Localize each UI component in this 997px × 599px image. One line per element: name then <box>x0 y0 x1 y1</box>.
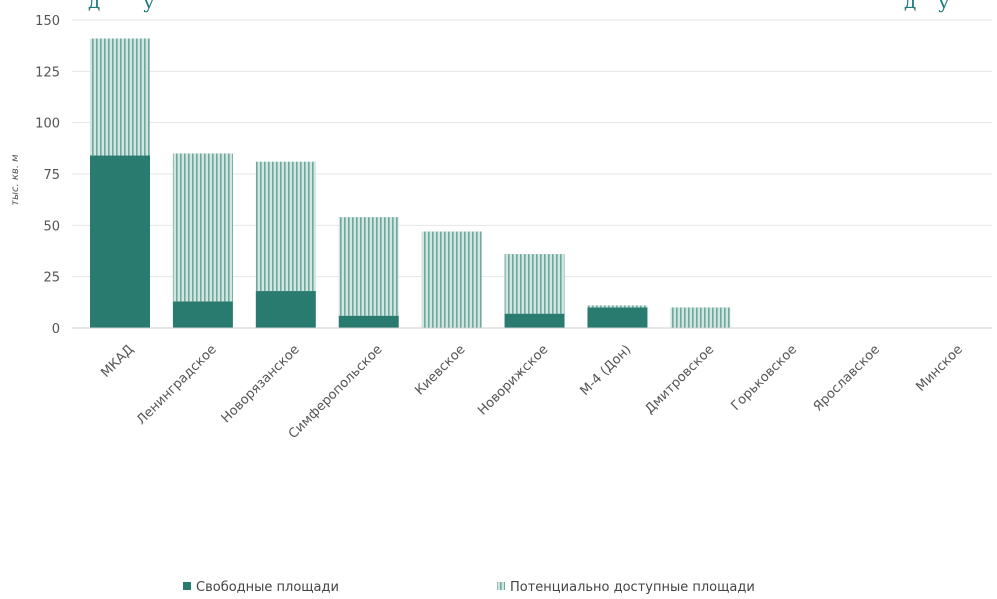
legend-item-free: Свободные площади <box>183 580 339 595</box>
x-tick-label: М-4 (Дон) <box>578 342 635 399</box>
y-tick-label: 50 <box>43 219 60 234</box>
legend-label-free: Свободные площади <box>196 580 339 595</box>
bar-potential-3 <box>338 217 399 316</box>
bar-potential-6 <box>587 305 648 308</box>
x-tick-label: Минское <box>914 342 966 394</box>
y-tick-label: 75 <box>43 168 60 183</box>
legend-swatch-potential <box>497 582 505 590</box>
y-tick-label: 25 <box>43 271 60 286</box>
x-tick-label: МКАД <box>98 342 137 381</box>
y-axis-label: тыс. кв. м <box>10 154 21 206</box>
title-fragment-right-a: д <box>904 0 916 13</box>
y-tick-label: 125 <box>35 65 60 80</box>
y-tick-label: 100 <box>35 117 60 132</box>
x-tick-label: Ярославское <box>811 342 883 414</box>
bar-potential-5 <box>504 254 565 314</box>
y-tick-label: 0 <box>52 322 60 337</box>
title-fragment-right-b: у <box>938 0 950 13</box>
bar-free-6 <box>587 307 648 328</box>
bar-free-0 <box>90 155 150 328</box>
bar-potential-7 <box>670 307 731 328</box>
legend-item-potential: Потенциально доступные площади <box>497 580 755 595</box>
bar-potential-2 <box>255 161 316 292</box>
bar-potential-0 <box>90 38 150 156</box>
legend-swatch-free <box>183 582 191 590</box>
y-axis: 0 25 50 75 100 125 150 <box>35 14 60 337</box>
x-tick-label: Горьковское <box>729 342 801 414</box>
bar-potential-1 <box>172 153 233 302</box>
x-tick-label: Новорижское <box>475 342 551 418</box>
bar-free-5 <box>504 313 565 328</box>
legend-label-potential: Потенциально доступные площади <box>510 580 755 595</box>
x-tick-label: Ленинградское <box>134 342 220 428</box>
title-fragment-mid: у <box>143 0 155 13</box>
x-tick-label: Киевское <box>412 342 468 398</box>
bar-potential-4 <box>421 231 482 328</box>
x-tick-label: Симферопольское <box>286 342 386 442</box>
title-fragment: д у д у <box>88 0 950 13</box>
bar-free-2 <box>255 291 316 328</box>
bar-free-3 <box>338 315 399 328</box>
bars <box>90 38 731 328</box>
legend: Свободные площади Потенциально доступные… <box>183 580 755 595</box>
bar-free-1 <box>172 301 233 328</box>
x-axis-labels: МКАДЛенинградскоеНоворязанскоеСимферопол… <box>98 342 966 442</box>
x-tick-label: Дмитровское <box>642 342 717 417</box>
title-fragment-left: д <box>88 0 100 13</box>
x-tick-label: Новорязанское <box>219 342 303 426</box>
y-tick-label: 150 <box>35 14 60 29</box>
